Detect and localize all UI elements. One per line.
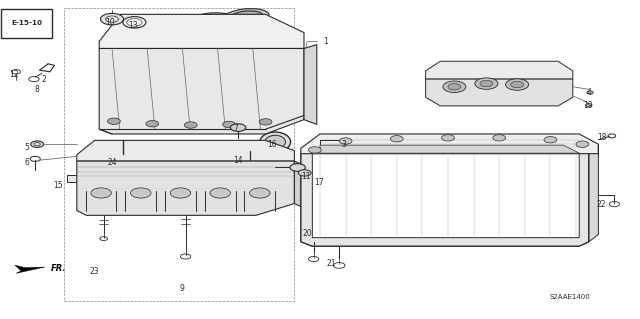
Circle shape: [576, 141, 589, 147]
Circle shape: [586, 104, 592, 107]
Circle shape: [475, 78, 498, 89]
Circle shape: [511, 81, 524, 88]
Polygon shape: [301, 154, 589, 246]
Circle shape: [223, 121, 236, 128]
Ellipse shape: [118, 24, 163, 40]
Text: FR.: FR.: [51, 264, 66, 273]
Bar: [67, 175, 80, 182]
Text: 6: 6: [24, 158, 29, 167]
Text: 16: 16: [267, 140, 277, 149]
Text: 18: 18: [597, 133, 606, 142]
Text: 14: 14: [233, 156, 243, 165]
Text: 7: 7: [233, 124, 238, 133]
Ellipse shape: [224, 9, 269, 25]
Polygon shape: [294, 161, 304, 208]
Circle shape: [108, 118, 120, 124]
Circle shape: [230, 124, 246, 131]
Circle shape: [390, 136, 403, 142]
Circle shape: [250, 188, 270, 198]
Circle shape: [443, 81, 466, 93]
Circle shape: [339, 138, 352, 144]
Circle shape: [31, 141, 44, 147]
Polygon shape: [426, 61, 573, 79]
Ellipse shape: [154, 18, 198, 34]
Text: 20: 20: [302, 229, 312, 238]
Circle shape: [210, 188, 230, 198]
Circle shape: [506, 79, 529, 90]
Text: S2AAE1400: S2AAE1400: [549, 294, 590, 300]
Text: E-15-10: E-15-10: [12, 20, 42, 26]
Ellipse shape: [230, 11, 262, 22]
Ellipse shape: [265, 135, 285, 149]
Ellipse shape: [263, 85, 307, 114]
Circle shape: [100, 13, 124, 25]
Circle shape: [480, 80, 493, 87]
Text: 13: 13: [128, 21, 138, 30]
Ellipse shape: [189, 13, 234, 29]
Text: 8: 8: [35, 85, 40, 94]
Polygon shape: [77, 161, 294, 215]
Circle shape: [131, 188, 151, 198]
Circle shape: [170, 188, 191, 198]
Polygon shape: [320, 145, 579, 153]
Text: 15: 15: [52, 181, 63, 190]
Circle shape: [290, 164, 305, 171]
Text: 10: 10: [105, 19, 115, 27]
Text: 1: 1: [323, 37, 328, 46]
Bar: [1, 9, 52, 38]
Text: 5: 5: [24, 143, 29, 152]
Bar: [119, 140, 127, 148]
Text: 23: 23: [90, 267, 100, 276]
Circle shape: [308, 147, 321, 153]
Circle shape: [448, 84, 461, 90]
Polygon shape: [77, 140, 294, 161]
Text: 9: 9: [180, 284, 185, 293]
Text: 22: 22: [597, 200, 606, 209]
Circle shape: [259, 119, 272, 125]
Text: 11: 11: [301, 172, 310, 181]
Polygon shape: [301, 134, 598, 154]
Ellipse shape: [125, 26, 157, 38]
Bar: [64, 8, 294, 301]
Bar: [246, 152, 253, 158]
Polygon shape: [589, 144, 598, 242]
Text: 21: 21: [327, 259, 336, 268]
Text: 4: 4: [586, 88, 591, 97]
Text: 19: 19: [582, 101, 593, 110]
Text: 3: 3: [342, 140, 347, 149]
Polygon shape: [426, 79, 573, 106]
Circle shape: [493, 135, 506, 141]
Circle shape: [146, 121, 159, 127]
Text: 2: 2: [41, 75, 46, 84]
Ellipse shape: [268, 89, 301, 110]
Circle shape: [544, 137, 557, 143]
Circle shape: [91, 188, 111, 198]
Circle shape: [587, 91, 593, 94]
Polygon shape: [15, 265, 45, 273]
Ellipse shape: [195, 15, 227, 26]
Text: 17: 17: [314, 178, 324, 187]
Text: 24: 24: [107, 158, 117, 167]
Circle shape: [442, 135, 454, 141]
Polygon shape: [99, 14, 304, 48]
Ellipse shape: [160, 20, 192, 32]
Polygon shape: [304, 45, 317, 124]
Text: 12: 12: [10, 70, 19, 78]
Circle shape: [184, 122, 197, 128]
Polygon shape: [99, 48, 304, 134]
Ellipse shape: [260, 132, 291, 152]
Circle shape: [298, 170, 311, 176]
